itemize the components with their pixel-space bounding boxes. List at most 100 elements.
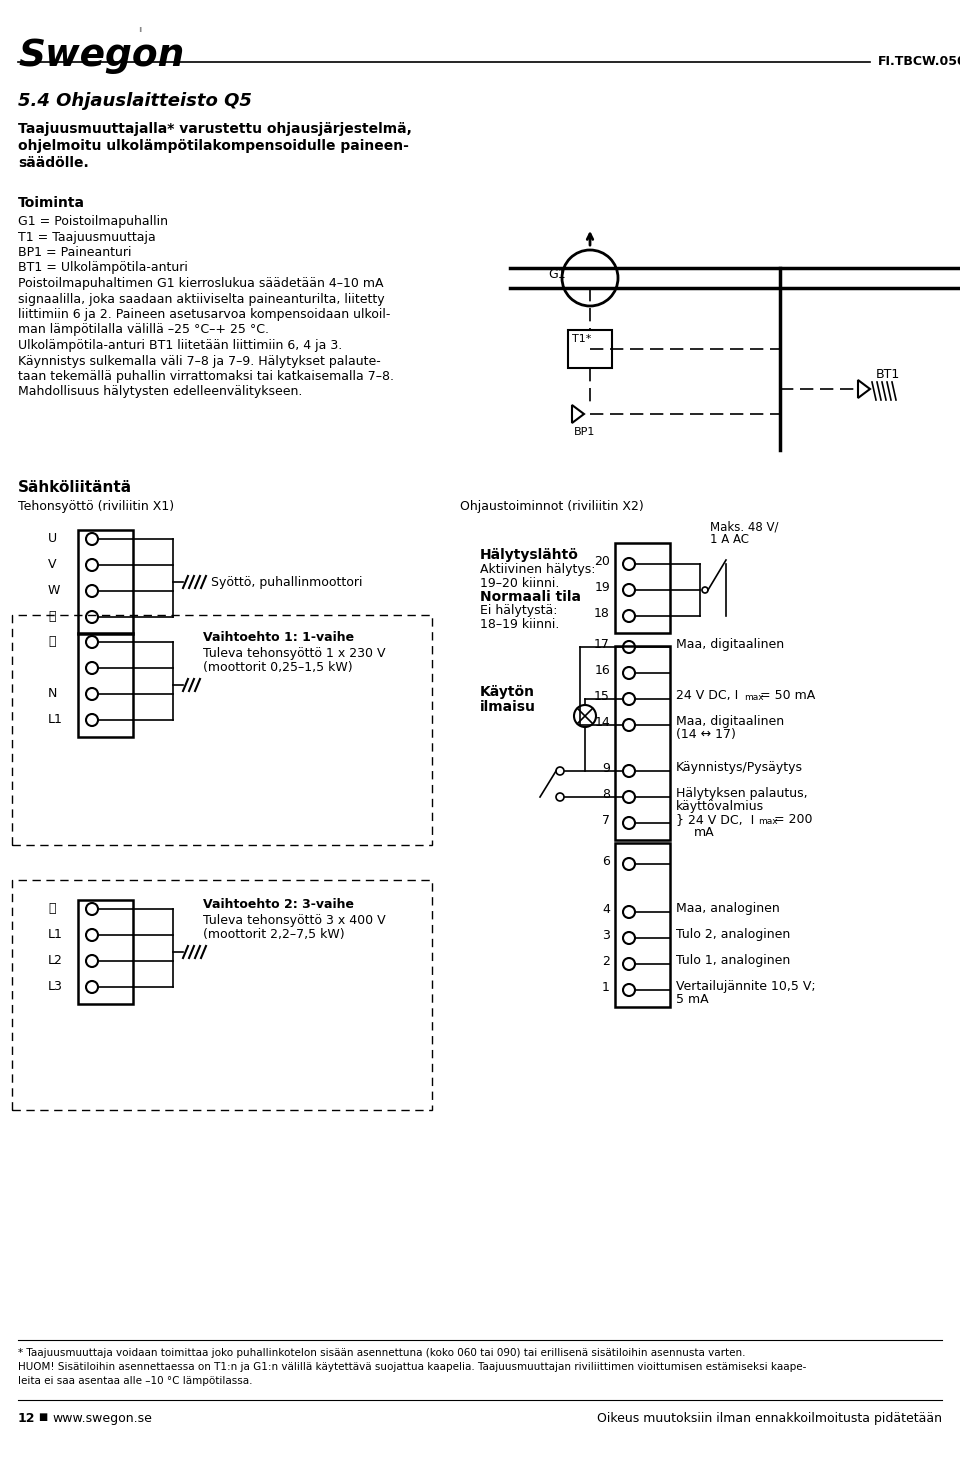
Text: 24 V DC, I: 24 V DC, I [676, 689, 738, 702]
Text: (14 ↔ 17): (14 ↔ 17) [676, 729, 736, 740]
Text: HUOM! Sisätiloihin asennettaessa on T1:n ja G1:n välillä käytettävä suojattua ka: HUOM! Sisätiloihin asennettaessa on T1:n… [18, 1362, 806, 1372]
Text: Hälytyksen palautus,: Hälytyksen palautus, [676, 788, 807, 799]
Text: ⏚: ⏚ [48, 634, 56, 648]
Text: man lämpötilalla välillä –25 °C–+ 25 °C.: man lämpötilalla välillä –25 °C–+ 25 °C. [18, 324, 269, 337]
Text: 18–19 kiinni.: 18–19 kiinni. [480, 618, 560, 631]
Text: 6: 6 [602, 855, 610, 868]
Text: ⏚: ⏚ [48, 609, 56, 623]
Text: 5.4 Ohjauslaitteisto Q5: 5.4 Ohjauslaitteisto Q5 [18, 91, 252, 110]
Text: } 24 V DC,  I: } 24 V DC, I [676, 813, 755, 826]
Text: L1: L1 [48, 712, 62, 726]
Text: Käynnistys sulkemalla väli 7–8 ja 7–9. Hälytykset palaute-: Käynnistys sulkemalla väli 7–8 ja 7–9. H… [18, 355, 381, 368]
Bar [12, 615, 432, 845]
Bar [615, 646, 670, 841]
Text: 16: 16 [594, 664, 610, 677]
Text: (moottorit 2,2–7,5 kW): (moottorit 2,2–7,5 kW) [203, 927, 345, 941]
Text: Maks. 48 V/: Maks. 48 V/ [710, 520, 779, 533]
Text: ⏚: ⏚ [48, 902, 56, 916]
Text: T1*: T1* [572, 334, 591, 344]
Text: Maa, digitaalinen: Maa, digitaalinen [676, 715, 784, 729]
Text: Käynnistys/Pysäytys: Käynnistys/Pysäytys [676, 761, 803, 774]
Text: Ulkolämpötila-anturi BT1 liitetään liittimiin 6, 4 ja 3.: Ulkolämpötila-anturi BT1 liitetään liitt… [18, 339, 343, 352]
Text: max: max [744, 693, 763, 702]
Text: Tuleva tehonsyöttö 1 x 230 V: Tuleva tehonsyöttö 1 x 230 V [203, 648, 386, 659]
Text: Syöttö, puhallinmoottori: Syöttö, puhallinmoottori [211, 576, 363, 589]
Text: G1: G1 [548, 268, 565, 281]
Text: Maa, analoginen: Maa, analoginen [676, 902, 780, 916]
Text: 18: 18 [594, 606, 610, 620]
Bar [12, 880, 432, 1110]
Text: G1 = Poistoilmapuhallin: G1 = Poistoilmapuhallin [18, 215, 168, 228]
Bar [615, 543, 670, 633]
Text: W: W [48, 584, 60, 598]
Text: 8: 8 [602, 788, 610, 801]
Text: 19–20 kiinni.: 19–20 kiinni. [480, 577, 560, 590]
Bar [568, 330, 612, 368]
Text: BP1: BP1 [574, 427, 595, 437]
Text: Normaali tila: Normaali tila [480, 590, 581, 604]
Text: Oikeus muutoksiin ilman ennakkoilmoitusta pidätetään: Oikeus muutoksiin ilman ennakkoilmoitust… [597, 1412, 942, 1425]
Text: 15: 15 [594, 690, 610, 704]
Text: signaalilla, joka saadaan aktiiviselta paineanturilta, liitetty: signaalilla, joka saadaan aktiiviselta p… [18, 293, 385, 306]
Bar [615, 843, 670, 1007]
Text: Tulo 1, analoginen: Tulo 1, analoginen [676, 954, 790, 967]
Text: BT1 = Ulkolämpötila-anturi: BT1 = Ulkolämpötila-anturi [18, 262, 188, 274]
Text: 17: 17 [594, 637, 610, 651]
Text: max: max [758, 817, 778, 826]
Text: N: N [48, 687, 58, 701]
Text: Poistoilmapuhaltimen G1 kierroslukua säädetään 4–10 mA: Poistoilmapuhaltimen G1 kierroslukua sää… [18, 277, 383, 290]
Text: 2: 2 [602, 955, 610, 969]
Bar [78, 633, 133, 737]
Text: 5 mA: 5 mA [676, 994, 708, 1005]
Text: liittimiin 6 ja 2. Paineen asetusarvoa kompensoidaan ulkoil-: liittimiin 6 ja 2. Paineen asetusarvoa k… [18, 308, 391, 321]
Text: V: V [48, 558, 57, 571]
Text: Sähköliitäntä: Sähköliitäntä [18, 480, 132, 495]
Text: Aktiivinen hälytys:: Aktiivinen hälytys: [480, 562, 595, 576]
Text: 19: 19 [594, 581, 610, 595]
Bar [78, 530, 133, 634]
Text: Käytön: Käytön [480, 684, 535, 699]
Text: Ohjaustoiminnot (riviliitin X2): Ohjaustoiminnot (riviliitin X2) [460, 500, 644, 514]
Text: 14: 14 [594, 715, 610, 729]
Text: ilmaisu: ilmaisu [480, 701, 536, 714]
Text: Hälytyslähtö: Hälytyslähtö [480, 548, 579, 562]
Text: Toiminta: Toiminta [18, 196, 85, 210]
Text: www.swegon.se: www.swegon.se [52, 1412, 152, 1425]
Text: BP1 = Paineanturi: BP1 = Paineanturi [18, 246, 132, 259]
Bar [78, 899, 133, 1004]
Text: 1 A AC: 1 A AC [710, 533, 749, 546]
Text: 7: 7 [602, 814, 610, 827]
Text: Vaihtoehto 2: 3-vaihe: Vaihtoehto 2: 3-vaihe [203, 898, 354, 911]
Text: mA: mA [694, 826, 714, 839]
Text: L2: L2 [48, 954, 62, 967]
Text: säädölle.: säädölle. [18, 156, 88, 169]
Text: = 200: = 200 [774, 813, 812, 826]
Text: ■: ■ [38, 1412, 47, 1422]
Text: 3: 3 [602, 929, 610, 942]
Text: 1: 1 [602, 980, 610, 994]
Text: taan tekemällä puhallin virrattomaksi tai katkaisemalla 7–8.: taan tekemällä puhallin virrattomaksi ta… [18, 369, 394, 383]
Text: 4: 4 [602, 902, 610, 916]
Text: = 50 mA: = 50 mA [760, 689, 815, 702]
Text: * Taajuusmuuttaja voidaan toimittaa joko puhallinkotelon sisään asennettuna (kok: * Taajuusmuuttaja voidaan toimittaa joko… [18, 1348, 746, 1359]
Text: ohjelmoitu ulkolämpötilakompensoidulle paineen-: ohjelmoitu ulkolämpötilakompensoidulle p… [18, 138, 409, 153]
Text: 9: 9 [602, 762, 610, 774]
Text: Tehonsyöttö (riviliitin X1): Tehonsyöttö (riviliitin X1) [18, 500, 174, 514]
Text: L1: L1 [48, 927, 62, 941]
Text: 20: 20 [594, 555, 610, 568]
Text: Swegon: Swegon [18, 38, 184, 74]
Text: Vaihtoehto 1: 1-vaihe: Vaihtoehto 1: 1-vaihe [203, 631, 354, 645]
Text: BT1: BT1 [876, 368, 900, 381]
Text: leita ei saa asentaa alle –10 °C lämpötilassa.: leita ei saa asentaa alle –10 °C lämpöti… [18, 1376, 252, 1387]
Text: U: U [48, 531, 58, 545]
Text: Ei hälytystä:: Ei hälytystä: [480, 604, 558, 617]
Text: Mahdollisuus hälytysten edelleenvälitykseen.: Mahdollisuus hälytysten edelleenvälityks… [18, 386, 302, 399]
Text: (moottorit 0,25–1,5 kW): (moottorit 0,25–1,5 kW) [203, 661, 352, 674]
Text: Taajuusmuuttajalla* varustettu ohjausjärjestelmä,: Taajuusmuuttajalla* varustettu ohjausjär… [18, 122, 412, 135]
Text: L3: L3 [48, 980, 62, 994]
Text: käyttövalmius: käyttövalmius [676, 799, 764, 813]
Text: Tulo 2, analoginen: Tulo 2, analoginen [676, 927, 790, 941]
Text: ': ' [137, 26, 142, 46]
Text: Vertailujännite 10,5 V;: Vertailujännite 10,5 V; [676, 980, 816, 994]
Text: T1 = Taajuusmuuttaja: T1 = Taajuusmuuttaja [18, 231, 156, 243]
